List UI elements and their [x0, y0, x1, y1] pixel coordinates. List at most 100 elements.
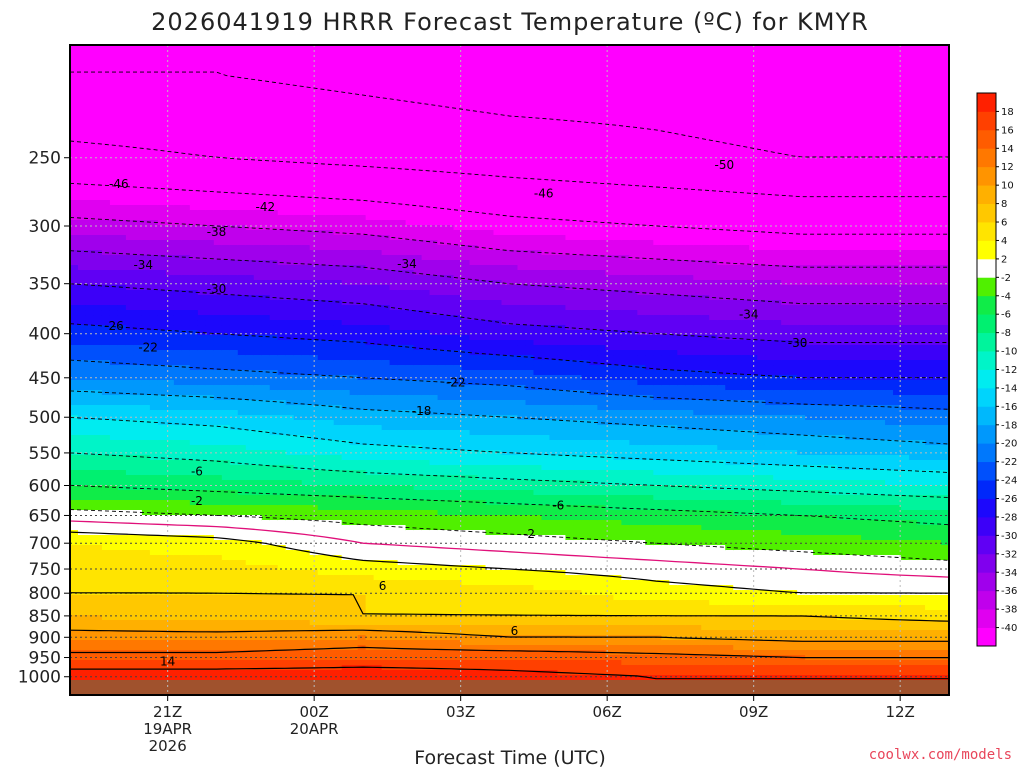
heat-cell — [317, 230, 327, 236]
heat-cell — [365, 615, 375, 621]
heat-cell — [341, 265, 351, 271]
heat-cell — [253, 265, 263, 271]
heat-cell — [149, 155, 159, 161]
heat-cell — [93, 515, 103, 521]
heat-cell — [189, 210, 199, 216]
heat-cell — [149, 635, 159, 641]
heat-cell — [285, 670, 295, 676]
heat-cell — [70, 320, 79, 326]
heat-cell — [197, 205, 207, 211]
heat-cell — [173, 355, 183, 361]
heat-cell — [301, 135, 311, 141]
heat-cell — [85, 215, 95, 221]
heat-cell — [277, 305, 287, 311]
heat-cell — [117, 525, 127, 531]
heat-cell — [197, 335, 207, 341]
heat-cell — [357, 525, 367, 531]
heat-cell — [77, 600, 87, 606]
heat-cell — [333, 625, 343, 631]
heat-cell — [349, 255, 359, 261]
heat-cell — [109, 480, 119, 486]
heat-cell — [197, 235, 207, 241]
heat-cell — [70, 280, 79, 286]
heat-cell — [165, 195, 175, 201]
heat-cell — [341, 340, 351, 346]
heat-cell — [237, 455, 247, 461]
heat-cell — [301, 245, 311, 251]
heat-cell — [133, 370, 143, 376]
heat-cell — [309, 480, 319, 486]
heat-cell — [269, 330, 279, 336]
heat-cell — [77, 150, 87, 156]
heat-cell — [269, 255, 279, 261]
heat-cell — [325, 485, 335, 491]
heat-cell — [277, 170, 287, 176]
heat-cell — [173, 615, 183, 621]
heat-cell — [189, 75, 199, 81]
heat-cell — [197, 385, 207, 391]
heat-cell — [237, 80, 247, 86]
heat-cell — [213, 415, 223, 421]
heat-cell — [349, 420, 359, 426]
heat-cell — [109, 90, 119, 96]
heat-cell — [269, 545, 279, 551]
heat-cell — [277, 660, 287, 666]
heat-cell — [117, 305, 127, 311]
heat-cell — [269, 525, 279, 531]
heat-cell — [365, 325, 375, 331]
heat-cell — [269, 485, 279, 491]
heat-cell — [245, 310, 255, 316]
heat-cell — [101, 485, 111, 491]
heat-cell — [93, 535, 103, 541]
heat-cell — [309, 330, 319, 336]
heat-cell — [309, 580, 319, 586]
heat-cell — [141, 105, 151, 111]
heat-cell — [125, 610, 135, 616]
heat-cell — [301, 220, 311, 226]
heat-cell — [197, 540, 207, 546]
heat-cell — [317, 350, 327, 356]
heat-cell — [285, 420, 295, 426]
heat-cell — [141, 330, 151, 336]
heat-cell — [213, 170, 223, 176]
heat-cell — [189, 265, 199, 271]
heat-cell — [125, 465, 135, 471]
heat-cell — [101, 465, 111, 471]
heat-cell — [205, 85, 215, 91]
heat-cell — [213, 595, 223, 601]
heat-cell — [173, 390, 183, 396]
heat-cell — [261, 115, 271, 121]
heat-cell — [301, 575, 311, 581]
heat-cell — [301, 620, 311, 626]
heat-cell — [293, 330, 303, 336]
heat-cell — [269, 595, 279, 601]
heat-cell — [333, 415, 343, 421]
heat-cell — [221, 455, 231, 461]
heat-cell — [189, 190, 199, 196]
heat-cell — [237, 355, 247, 361]
heat-cell — [101, 625, 111, 631]
heat-cell — [333, 330, 343, 336]
heat-cell — [85, 390, 95, 396]
heat-cell — [253, 275, 263, 281]
heat-cell — [365, 560, 375, 566]
heat-cell — [333, 350, 343, 356]
heat-cell — [285, 435, 295, 441]
heat-cell — [317, 635, 327, 641]
heat-cell — [157, 225, 167, 231]
heat-cell — [261, 360, 271, 366]
heat-cell — [269, 465, 279, 471]
heat-cell — [213, 220, 223, 226]
heat-cell — [93, 440, 103, 446]
heat-cell — [333, 90, 343, 96]
heat-cell — [325, 140, 335, 146]
heat-cell — [93, 490, 103, 496]
heat-cell — [229, 135, 239, 141]
heat-cell — [70, 150, 79, 156]
heat-cell — [70, 290, 79, 296]
heat-cell — [221, 630, 231, 636]
heat-cell — [181, 405, 191, 411]
heat-cell — [141, 485, 151, 491]
heat-cell — [181, 560, 191, 566]
heat-cell — [157, 380, 167, 386]
